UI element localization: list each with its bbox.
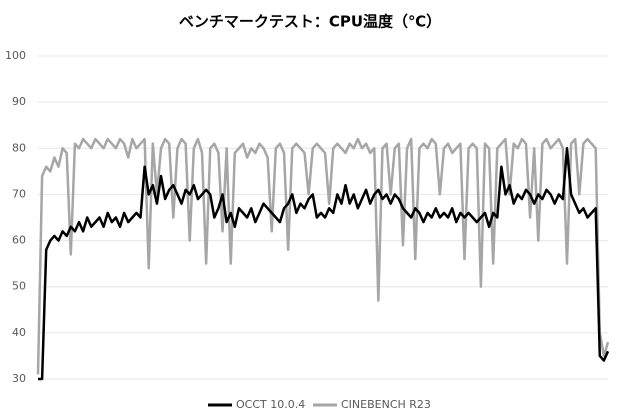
legend-label: CINEBENCH R23 bbox=[341, 398, 431, 411]
y-tick-label: 60 bbox=[12, 234, 26, 247]
y-tick-label: 30 bbox=[12, 372, 26, 385]
y-tick-label: 90 bbox=[12, 95, 26, 108]
line-series bbox=[36, 137, 610, 375]
line-series bbox=[38, 147, 610, 381]
y-tick-label: 50 bbox=[12, 280, 26, 293]
y-tick-label: 100 bbox=[5, 49, 26, 62]
y-tick-label: 80 bbox=[12, 141, 26, 154]
y-tick-label: 40 bbox=[12, 326, 26, 339]
y-tick-label: 70 bbox=[12, 187, 26, 200]
legend-label: OCCT 10.0.4 bbox=[236, 398, 305, 411]
chart-title: ベンチマークテスト：CPU温度（℃） bbox=[179, 13, 441, 31]
